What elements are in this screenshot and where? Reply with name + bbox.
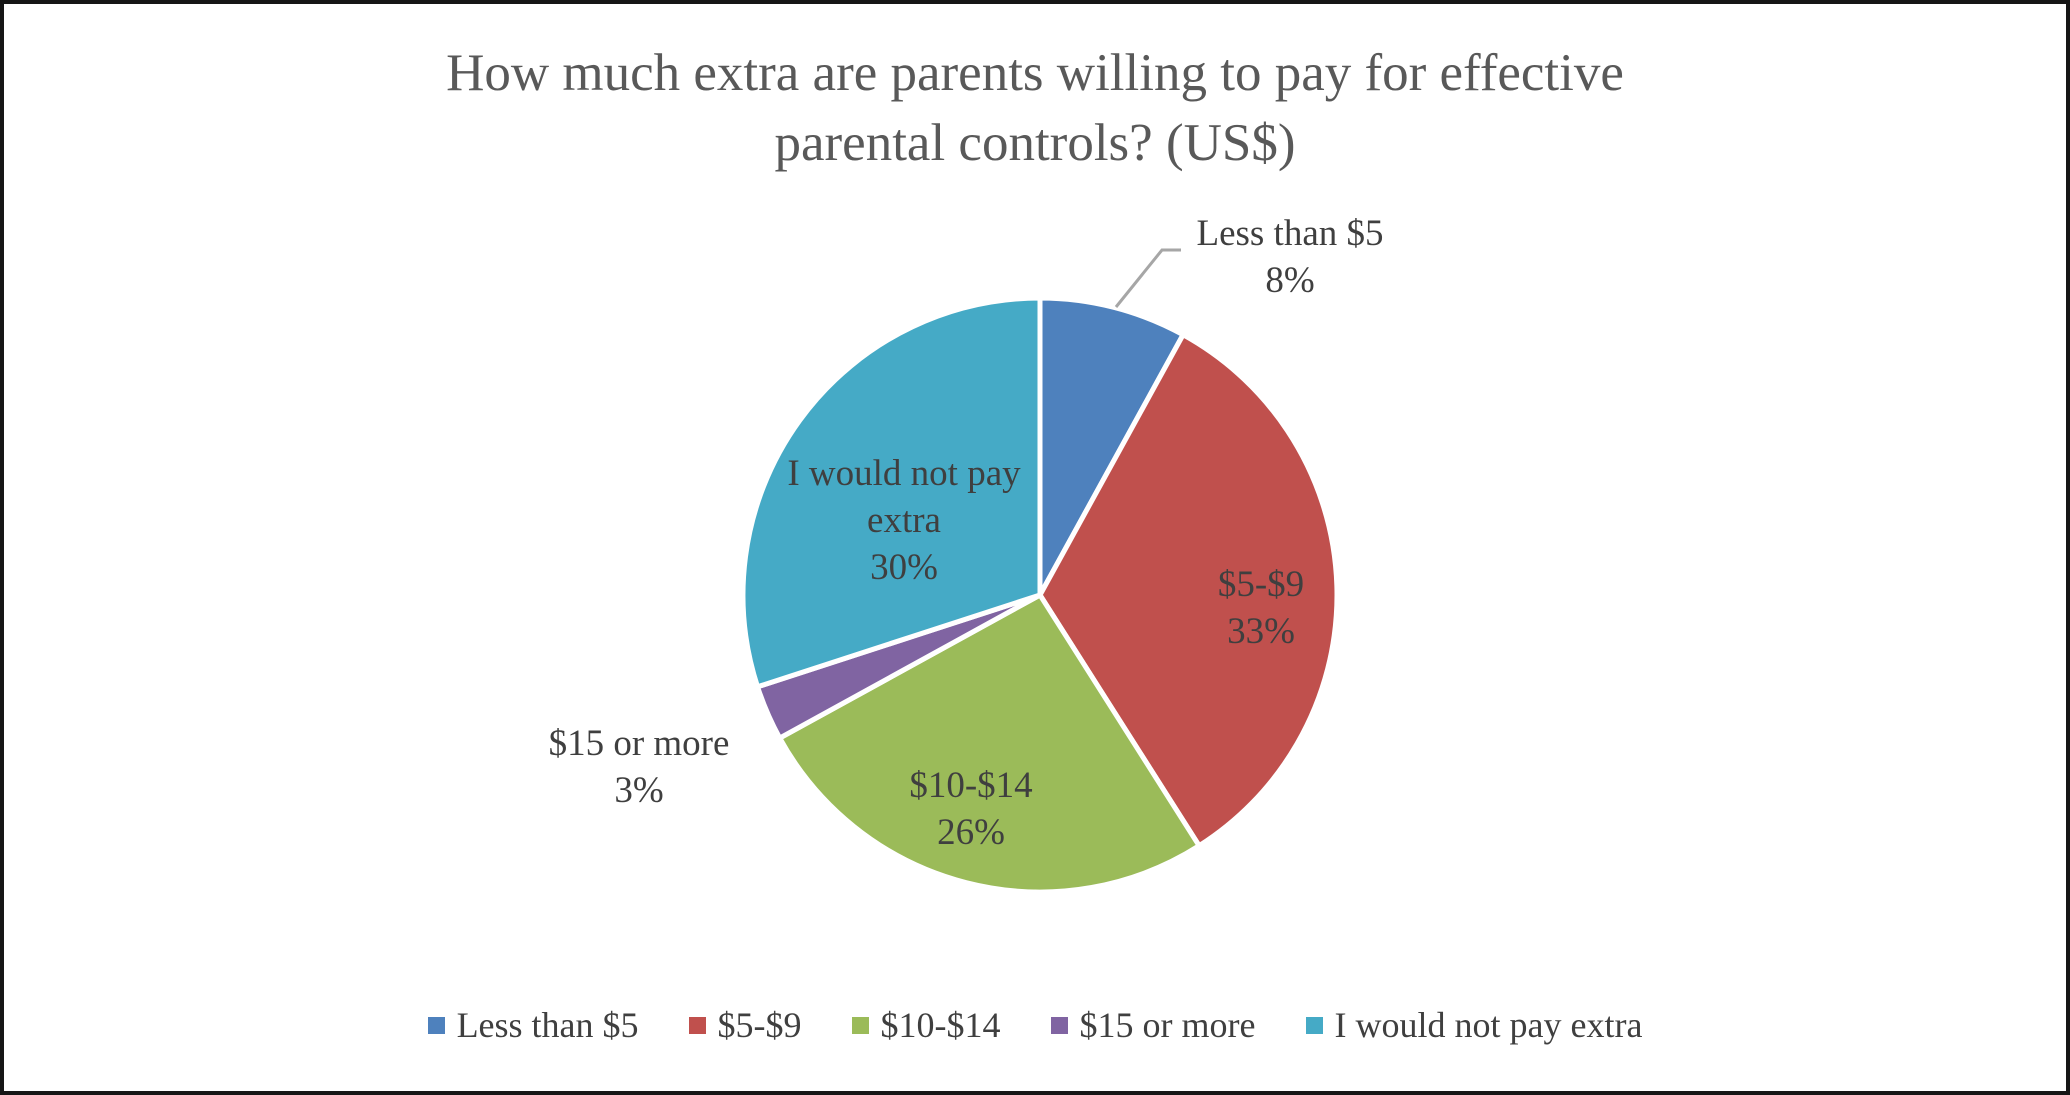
data-label-15-or-more: $15 or more 3% (489, 720, 789, 814)
chart-legend: Less than $5 $5-$9 $10-$14 $15 or more I… (4, 1004, 2066, 1046)
data-label-percent: 30% (870, 547, 938, 588)
data-label-text: I would not pay extra (787, 453, 1021, 541)
data-label-percent: 26% (937, 812, 1005, 853)
legend-swatch-icon (427, 1016, 445, 1034)
legend-item-would-not-pay: I would not pay extra (1305, 1004, 1643, 1046)
data-label-text: $10-$14 (909, 765, 1033, 806)
legend-label: $5-$9 (717, 1005, 802, 1045)
legend-label: $15 or more (1079, 1005, 1256, 1045)
pie-slice--10-14 (777, 592, 1202, 895)
data-label-percent: 33% (1227, 611, 1295, 652)
legend-item-15-or-more: $15 or more (1050, 1004, 1256, 1046)
leader-line-less-than-5 (1114, 248, 1181, 308)
pie-slice--5-9 (1037, 332, 1340, 849)
legend-item-5-9: $5-$9 (688, 1004, 802, 1046)
legend-swatch-icon (688, 1016, 706, 1034)
pie-slice-less-than-5 (1037, 295, 1186, 598)
legend-item-less-than-5: Less than $5 (427, 1004, 639, 1046)
legend-label: $10-$14 (880, 1005, 1001, 1045)
legend-item-10-14: $10-$14 (851, 1004, 1001, 1046)
pie-slice-i-would-not-pay-extra (740, 295, 1043, 690)
data-label-5-9: $5-$9 33% (1151, 561, 1371, 655)
legend-swatch-icon (1305, 1016, 1323, 1034)
data-label-text: $5-$9 (1217, 564, 1305, 605)
data-label-text: Less than $5 (1196, 213, 1384, 254)
legend-label: Less than $5 (456, 1005, 639, 1045)
data-label-10-14: $10-$14 26% (861, 762, 1081, 856)
data-label-would-not-pay: I would not pay extra 30% (776, 450, 1032, 591)
legend-swatch-icon (851, 1016, 869, 1034)
chart-title: How much extra are parents willing to pa… (4, 38, 2066, 178)
legend-label: I would not pay extra (1334, 1005, 1643, 1045)
legend-swatch-icon (1050, 1016, 1068, 1034)
chart-title-line1: How much extra are parents willing to pa… (446, 44, 1624, 102)
pie-slices (740, 295, 1340, 895)
data-label-less-than-5: Less than $5 8% (1120, 210, 1460, 304)
data-label-percent: 8% (1265, 260, 1315, 301)
pie-chart (740, 248, 1340, 895)
data-label-text: $15 or more (548, 723, 730, 764)
data-label-percent: 3% (614, 770, 664, 811)
chart-title-line2: parental controls? (US$) (774, 114, 1296, 172)
